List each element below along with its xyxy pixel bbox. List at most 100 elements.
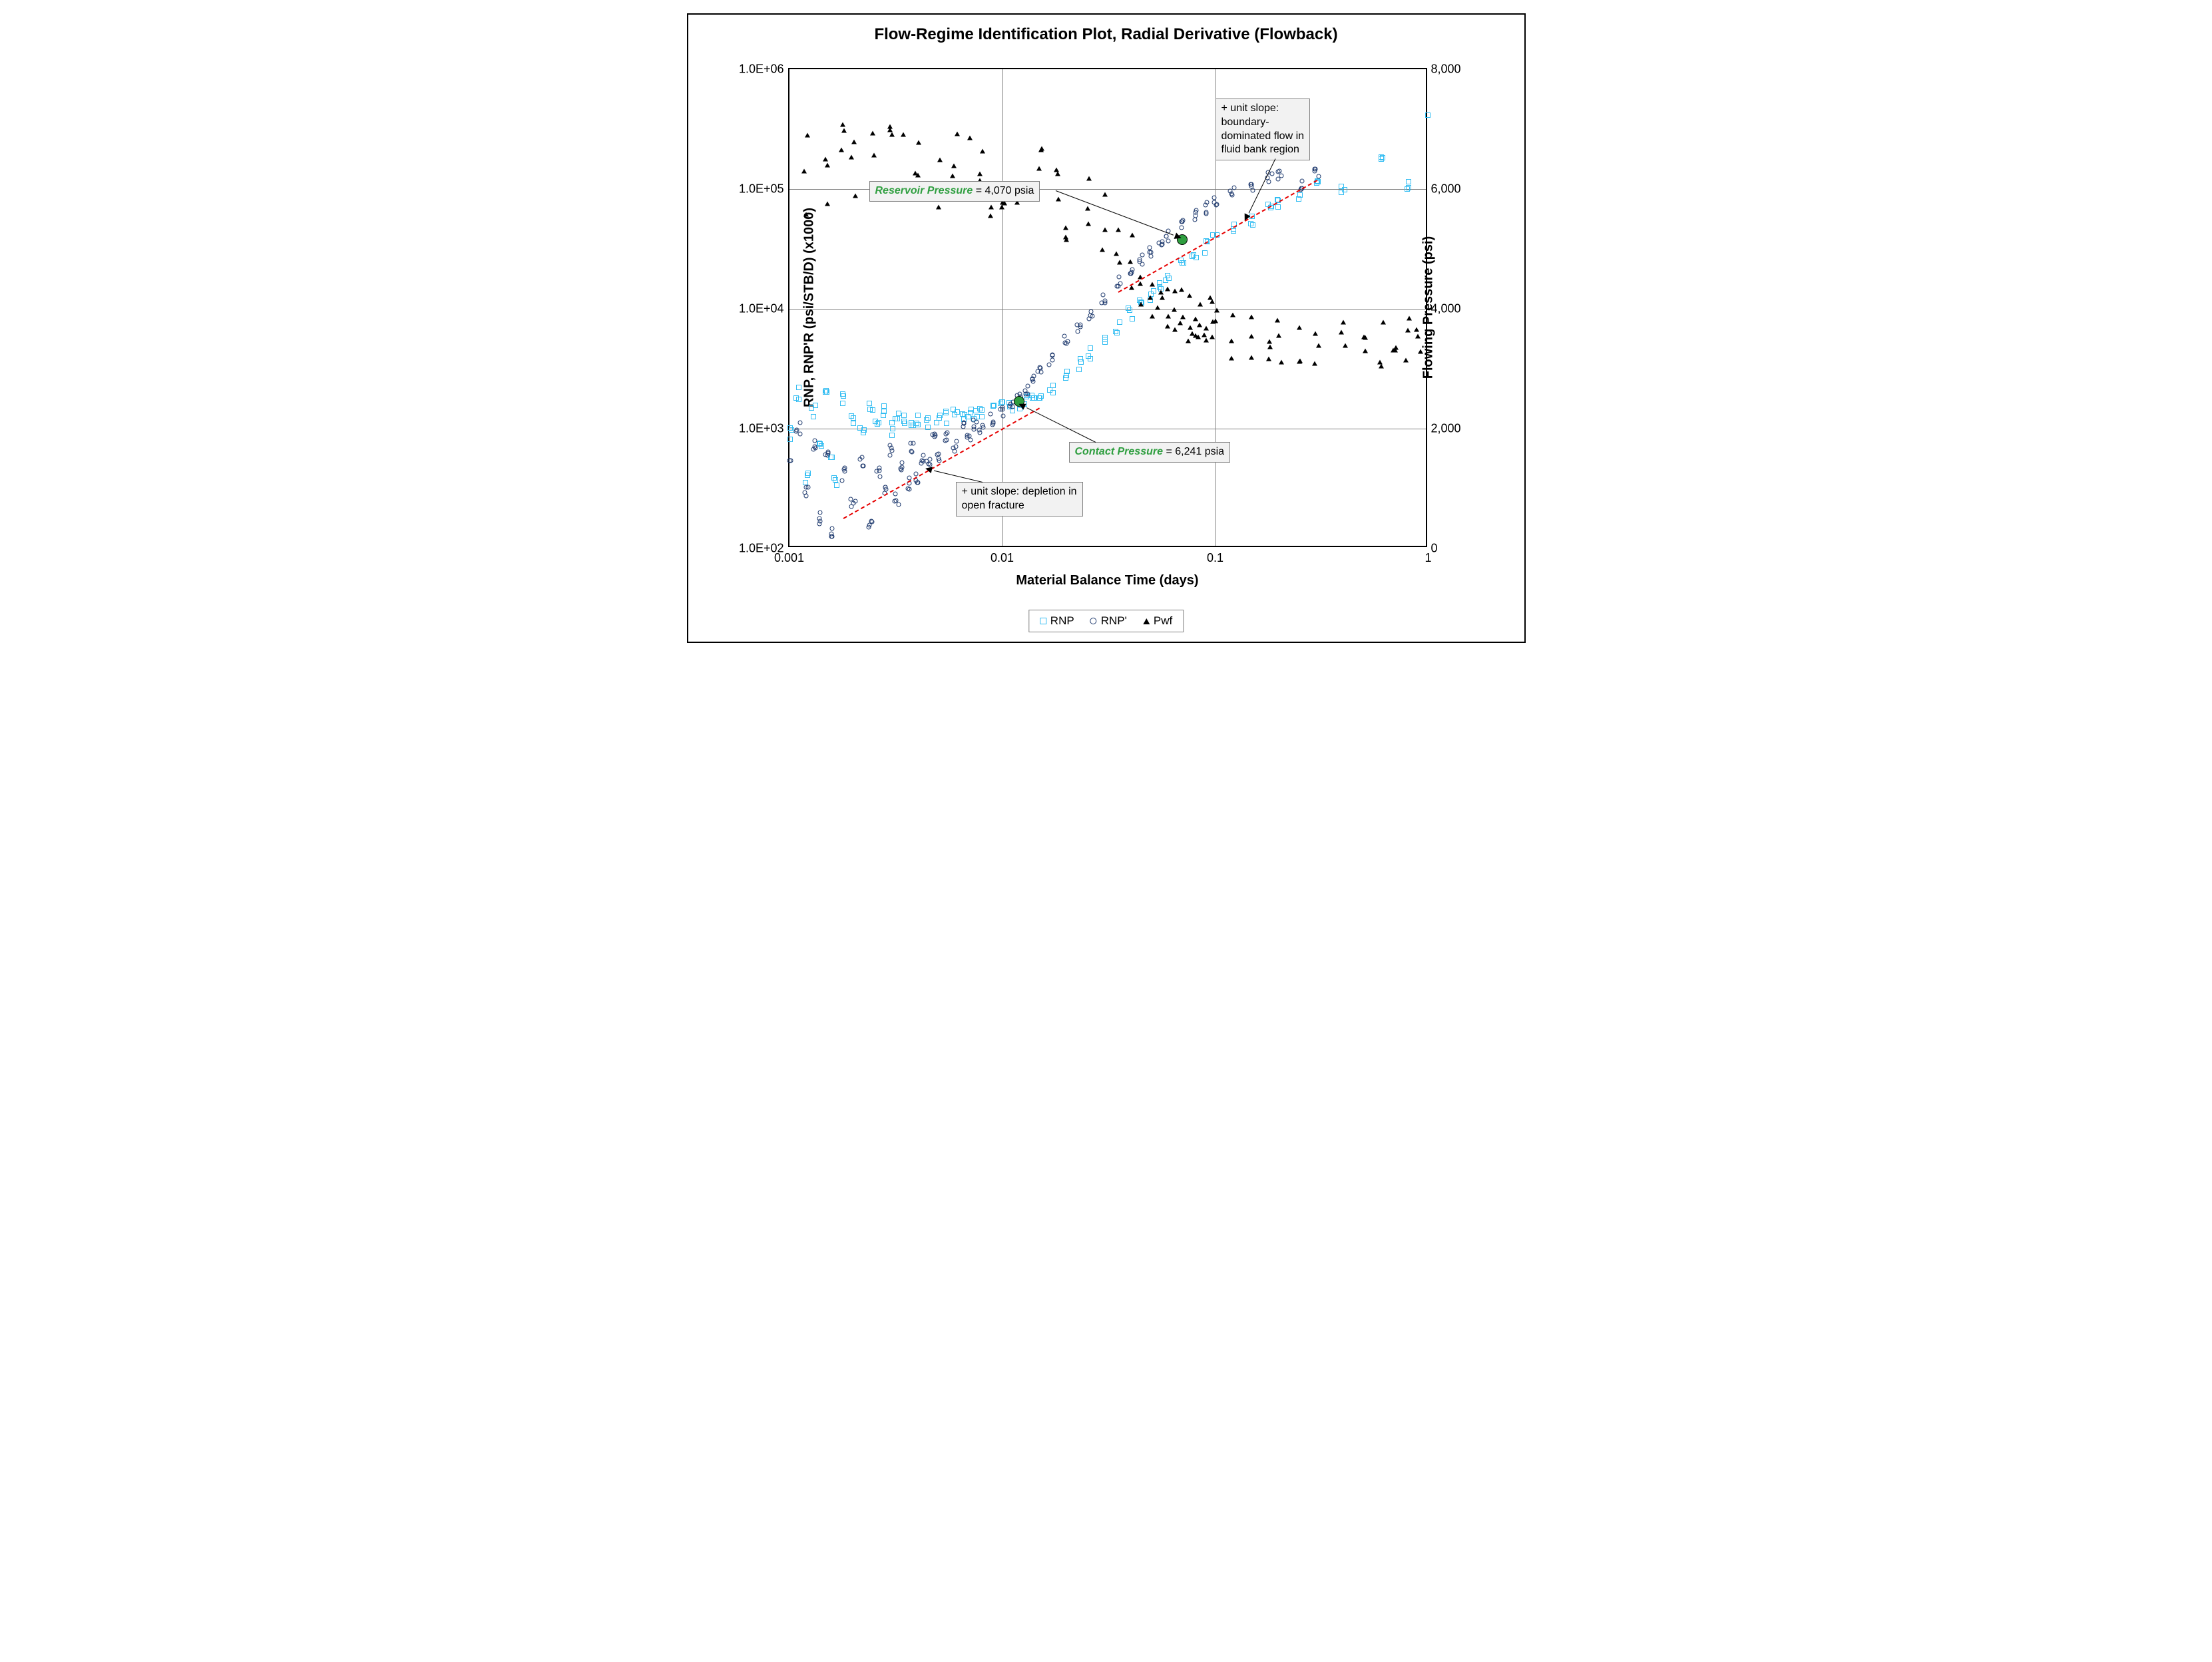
data-point <box>1114 330 1120 335</box>
data-point <box>1099 301 1104 306</box>
data-point <box>1138 302 1144 307</box>
y-tick-label-right: 8,000 <box>1431 63 1461 77</box>
legend-label: RNP <box>1050 614 1074 628</box>
data-point <box>944 421 949 426</box>
data-point <box>870 519 875 524</box>
data-point <box>930 432 935 437</box>
data-point <box>906 487 911 491</box>
data-point <box>851 415 856 421</box>
data-point <box>797 421 802 425</box>
data-point <box>945 430 949 435</box>
data-point <box>839 148 844 152</box>
data-point <box>1208 296 1213 300</box>
data-point <box>999 399 1004 405</box>
data-point <box>1076 329 1080 334</box>
data-point <box>1297 325 1302 329</box>
data-point <box>1007 404 1012 409</box>
data-point <box>877 475 882 479</box>
data-point <box>1148 245 1152 250</box>
data-point <box>1036 395 1042 401</box>
legend-item-rnp-prime: RNP' <box>1090 614 1127 628</box>
data-point <box>1180 260 1185 266</box>
data-point <box>1163 278 1168 283</box>
data-point <box>884 487 889 492</box>
data-point <box>801 169 807 174</box>
data-point <box>890 426 895 431</box>
arrow-line <box>1055 190 1173 236</box>
data-point <box>840 391 845 397</box>
data-point <box>1405 186 1410 192</box>
data-point <box>1130 316 1135 321</box>
data-point <box>870 131 875 136</box>
x-axis-label: Material Balance Time (days) <box>1016 573 1198 588</box>
data-point <box>1187 294 1192 298</box>
data-point <box>1148 254 1153 259</box>
data-point <box>1165 323 1170 328</box>
data-point <box>937 157 943 162</box>
data-point <box>1140 262 1144 266</box>
data-point <box>840 401 845 406</box>
data-point <box>804 493 809 498</box>
chart-container: Flow-Regime Identification Plot, Radial … <box>687 13 1526 643</box>
data-point <box>1150 314 1155 319</box>
data-point <box>1164 234 1169 238</box>
data-point <box>1379 154 1384 160</box>
data-point <box>840 122 845 127</box>
data-point <box>853 193 858 198</box>
data-point <box>1102 227 1108 232</box>
data-point <box>913 171 918 176</box>
data-point <box>834 483 839 488</box>
data-point <box>788 458 793 463</box>
data-point <box>813 403 818 408</box>
data-point <box>911 441 915 445</box>
data-point <box>1250 222 1255 228</box>
data-point <box>1214 308 1219 312</box>
data-point <box>805 133 810 138</box>
data-point <box>915 481 920 485</box>
data-point <box>1179 226 1184 230</box>
data-point <box>936 205 941 210</box>
data-point <box>829 455 835 460</box>
data-point <box>1279 174 1283 178</box>
data-point <box>1100 247 1105 252</box>
data-point <box>1054 167 1059 172</box>
data-point <box>1064 373 1069 378</box>
data-point <box>934 420 939 425</box>
data-point <box>804 485 809 489</box>
data-point <box>1249 315 1254 319</box>
data-point <box>899 467 904 472</box>
data-point <box>887 453 892 457</box>
y-axis-left-label: RNP, RNP'R (psi/STB/D) (x1000) <box>801 208 817 407</box>
data-point <box>901 413 907 418</box>
data-point <box>1130 233 1135 238</box>
plot-area: Material Balance Time (days) RNP, RNP'R … <box>788 68 1427 547</box>
data-point <box>1425 112 1431 118</box>
data-point <box>796 385 801 390</box>
data-point <box>867 407 873 412</box>
data-point <box>1063 235 1068 240</box>
data-point <box>887 124 893 129</box>
data-point <box>1379 364 1384 369</box>
data-point <box>823 388 829 393</box>
data-point <box>1230 312 1235 317</box>
data-point <box>1117 319 1122 325</box>
arrow-line <box>933 471 982 483</box>
data-point <box>1203 202 1208 207</box>
data-point <box>1114 252 1119 256</box>
data-point <box>1063 226 1068 230</box>
data-point <box>1116 227 1121 232</box>
data-point <box>1172 307 1177 312</box>
data-point <box>1381 320 1386 325</box>
data-point <box>965 414 971 419</box>
data-point <box>817 516 821 520</box>
data-point <box>1157 280 1162 286</box>
gridline-h <box>789 309 1426 310</box>
y-tick-label-right: 2,000 <box>1431 422 1461 436</box>
y-tick-label-left: 1.0E+05 <box>739 182 784 196</box>
data-point <box>851 139 857 144</box>
data-point <box>1000 405 1005 409</box>
data-point <box>1299 178 1304 183</box>
data-point <box>849 504 853 509</box>
data-point <box>1198 302 1203 306</box>
data-point <box>1180 315 1186 319</box>
